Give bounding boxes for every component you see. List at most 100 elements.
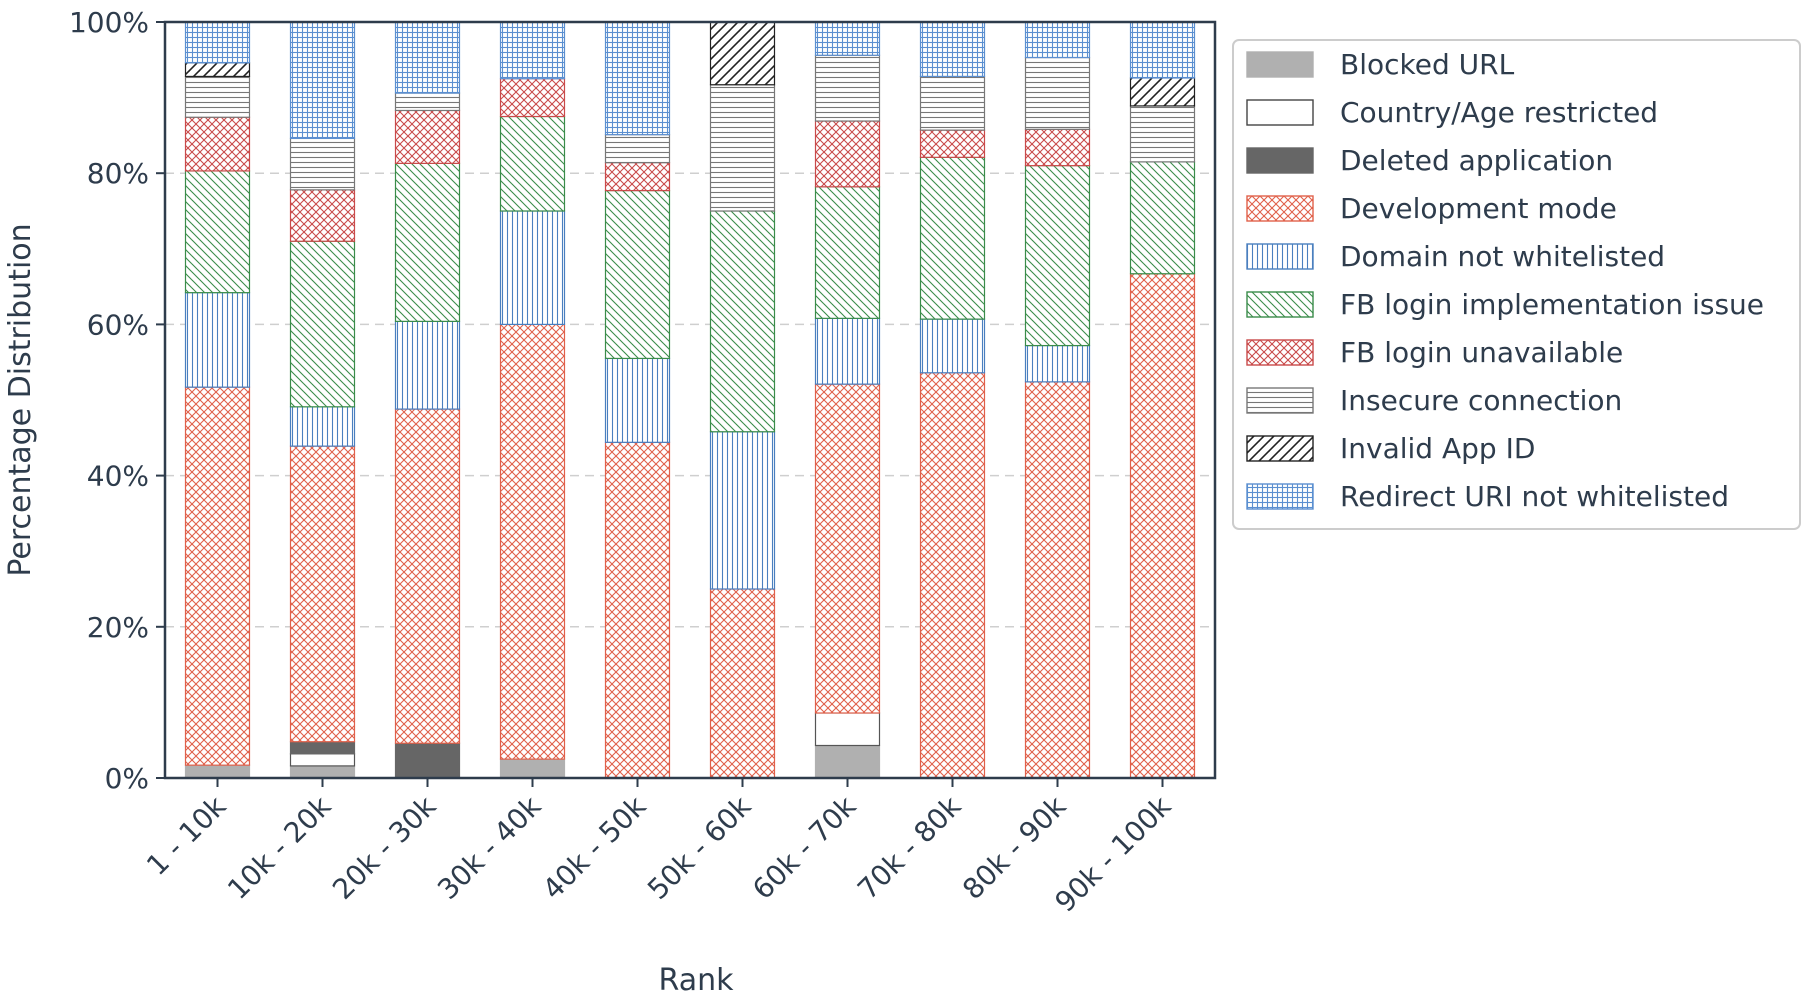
bar-segment-blocked-url bbox=[499, 758, 566, 779]
legend-swatch bbox=[1246, 99, 1314, 126]
y-tick-label: 20% bbox=[87, 611, 149, 644]
legend-item-fb-login-implementation-issue: FB login implementation issue bbox=[1246, 288, 1764, 321]
legend-item-development-mode: Development mode bbox=[1246, 192, 1617, 225]
bar-segment-domain-not-whitelisted bbox=[184, 292, 251, 388]
legend-item-blocked-url: Blocked URL bbox=[1246, 48, 1515, 81]
bar-segment-domain-not-whitelisted bbox=[1024, 344, 1091, 383]
bar-segment-development-mode bbox=[709, 588, 776, 779]
axes bbox=[163, 20, 1217, 780]
bar-segment-redirect-uri-not-whitelisted bbox=[1129, 21, 1196, 79]
legend-label: Redirect URI not whitelisted bbox=[1340, 480, 1729, 513]
legend-label: Insecure connection bbox=[1340, 384, 1622, 417]
legend-label: Domain not whitelisted bbox=[1340, 240, 1665, 273]
bar-segment-insecure-connection bbox=[184, 75, 251, 118]
bar-segment-fb-login-unavailable bbox=[919, 129, 986, 158]
bar-segment-redirect-uri-not-whitelisted bbox=[184, 21, 251, 64]
legend: Blocked URL Country/Age restricted Deleted… bbox=[1232, 39, 1801, 530]
x-tick-label: 30k - 40k bbox=[431, 789, 548, 906]
legend-swatch bbox=[1246, 483, 1314, 510]
legend-item-fb-login-unavailable: FB login unavailable bbox=[1246, 336, 1623, 369]
bar-segment-insecure-connection bbox=[709, 84, 776, 212]
bar-segment-invalid-app-id bbox=[709, 21, 776, 86]
bar-segment-fb-login-implementation-issue bbox=[394, 162, 461, 322]
bar-segment-insecure-connection bbox=[289, 137, 356, 191]
legend-swatch bbox=[1246, 339, 1314, 366]
bar-segment-fb-login-implementation-issue bbox=[289, 240, 356, 408]
bar-segment-redirect-uri-not-whitelisted bbox=[499, 21, 566, 80]
bar-segment-fb-login-unavailable bbox=[394, 109, 461, 164]
bar-segment-fb-login-implementation-issue bbox=[499, 115, 566, 212]
legend-item-insecure-connection: Insecure connection bbox=[1246, 384, 1622, 417]
legend-swatch bbox=[1246, 435, 1314, 462]
bar-segment-fb-login-implementation-issue bbox=[1129, 161, 1196, 275]
bar-stack-20k-30k bbox=[394, 21, 461, 779]
legend-item-invalid-app-id: Invalid App ID bbox=[1246, 432, 1535, 465]
bar-stack-70k-80k bbox=[919, 21, 986, 779]
bar-segment-deleted-application bbox=[394, 742, 461, 779]
bar-segment-development-mode bbox=[184, 386, 251, 766]
bars bbox=[184, 21, 1196, 779]
legend-swatch bbox=[1246, 195, 1314, 222]
bar-segment-development-mode bbox=[394, 408, 461, 744]
bar-segment-development-mode bbox=[1129, 273, 1196, 779]
x-tick-label: 20k - 30k bbox=[326, 789, 443, 906]
y-tick-label: 60% bbox=[87, 308, 149, 341]
bar-segment-redirect-uri-not-whitelisted bbox=[604, 21, 671, 136]
bar-segment-invalid-app-id bbox=[184, 62, 251, 78]
bar-segment-redirect-uri-not-whitelisted bbox=[1024, 21, 1091, 59]
legend-swatch bbox=[1246, 51, 1314, 78]
legend-item-redirect-uri-not-whitelisted: Redirect URI not whitelisted bbox=[1246, 480, 1729, 513]
bar-segment-development-mode bbox=[604, 441, 671, 779]
y-tick-label: 80% bbox=[87, 157, 149, 190]
bar-segment-domain-not-whitelisted bbox=[604, 357, 671, 443]
bar-segment-fb-login-unavailable bbox=[814, 120, 881, 188]
bar-segment-domain-not-whitelisted bbox=[289, 406, 356, 447]
legend-label: Invalid App ID bbox=[1340, 432, 1535, 465]
bar-segment-invalid-app-id bbox=[1129, 77, 1196, 107]
legend-label: Development mode bbox=[1340, 192, 1617, 225]
x-tick-label: 70k - 80k bbox=[851, 789, 968, 906]
bar-segment-fb-login-unavailable bbox=[184, 116, 251, 172]
bar-segment-deleted-application bbox=[289, 741, 356, 755]
legend-swatch bbox=[1246, 243, 1314, 270]
legend-swatch bbox=[1246, 291, 1314, 318]
bar-segment-fb-login-unavailable bbox=[289, 189, 356, 242]
legend-label: Deleted application bbox=[1340, 144, 1613, 177]
bar-segment-blocked-url bbox=[289, 765, 356, 779]
bar-segment-fb-login-implementation-issue bbox=[709, 210, 776, 433]
y-axis-ticks: 0% 20% 40% 60% 80% 100% bbox=[69, 6, 165, 795]
bar-segment-development-mode bbox=[1024, 381, 1091, 779]
bar-stack-30k-40k bbox=[499, 21, 566, 779]
x-tick-label: 10k - 20k bbox=[221, 789, 338, 906]
bar-segment-redirect-uri-not-whitelisted bbox=[919, 21, 986, 78]
bar-segment-domain-not-whitelisted bbox=[394, 320, 461, 410]
bar-stack-50k-60k bbox=[709, 21, 776, 779]
bar-segment-fb-login-implementation-issue bbox=[919, 156, 986, 320]
bar-segment-domain-not-whitelisted bbox=[499, 210, 566, 326]
bar-segment-fb-login-implementation-issue bbox=[184, 170, 251, 294]
bar-segment-redirect-uri-not-whitelisted bbox=[814, 21, 881, 56]
legend-frame bbox=[1232, 39, 1801, 530]
bar-segment-fb-login-implementation-issue bbox=[814, 186, 881, 319]
legend-label: FB login unavailable bbox=[1340, 336, 1623, 369]
legend-swatch bbox=[1246, 147, 1314, 174]
bar-segment-country-age-restricted bbox=[289, 753, 356, 767]
legend-item-country-age-restricted: Country/Age restricted bbox=[1246, 96, 1658, 129]
bar-stack-1-10k bbox=[184, 21, 251, 779]
bar-stack-10k-20k bbox=[289, 21, 356, 779]
legend-item-deleted-application: Deleted application bbox=[1246, 144, 1613, 177]
x-tick-label: 60k - 70k bbox=[746, 789, 863, 906]
bar-segment-domain-not-whitelisted bbox=[709, 431, 776, 590]
y-tick-label: 40% bbox=[87, 460, 149, 493]
bar-segment-blocked-url bbox=[184, 764, 251, 779]
bar-segment-country-age-restricted bbox=[814, 712, 881, 747]
bar-segment-blocked-url bbox=[814, 744, 881, 779]
x-tick-label: 40k - 50k bbox=[536, 789, 653, 906]
bar-segment-development-mode bbox=[499, 323, 566, 760]
legend-label: Blocked URL bbox=[1340, 48, 1515, 81]
legend-swatch bbox=[1246, 387, 1314, 414]
legend-item-domain-not-whitelisted: Domain not whitelisted bbox=[1246, 240, 1665, 273]
x-axis-label: Rank bbox=[659, 963, 735, 998]
